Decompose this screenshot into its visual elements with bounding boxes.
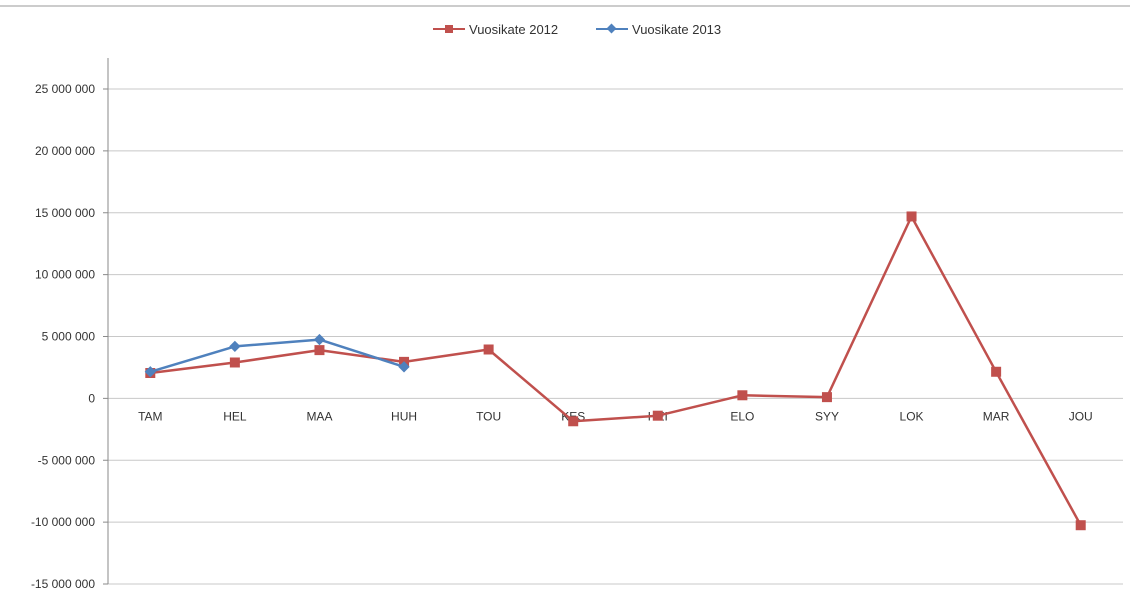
legend-item-2013: Vuosikate 2013 <box>596 22 721 37</box>
legend-marker-2013 <box>606 23 617 34</box>
x-tick-label: HEL <box>223 409 247 423</box>
data-point-2013 <box>398 361 410 373</box>
y-tick-label: 0 <box>88 391 95 405</box>
series-line-2012 <box>150 215 1082 526</box>
gridlines <box>103 88 1123 585</box>
y-tick-label: 5 000 000 <box>42 330 96 344</box>
x-tick-label: ELO <box>730 409 754 423</box>
x-tick-label: LOK <box>900 409 924 423</box>
x-tick-label: TOU <box>476 409 501 423</box>
series-layer <box>144 211 1086 531</box>
data-point-2012 <box>314 345 325 356</box>
y-axis-ticks: 25 000 000 20 000 000 15 000 000 10 000 000… <box>31 82 95 591</box>
y-tick-label: 20 000 000 <box>35 144 95 158</box>
data-point-2012 <box>821 392 832 403</box>
data-point-2012 <box>906 211 917 222</box>
data-point-2012 <box>1075 520 1086 531</box>
data-point-2012 <box>229 357 240 368</box>
x-tick-label: JOU <box>1069 409 1093 423</box>
data-point-2012 <box>652 410 663 421</box>
x-tick-label: MAR <box>983 409 1010 423</box>
y-tick-label: 25 000 000 <box>35 82 95 96</box>
legend-label-2013: Vuosikate 2013 <box>632 22 721 37</box>
x-tick-label: MAA <box>306 409 332 423</box>
legend-label-2012: Vuosikate 2012 <box>469 22 558 37</box>
data-point-2013 <box>313 333 326 346</box>
data-point-2012 <box>991 366 1002 377</box>
data-point-2013 <box>144 366 156 378</box>
legend-item-2012: Vuosikate 2012 <box>433 22 558 37</box>
data-point-2012 <box>568 416 579 427</box>
x-axis-ticks: TAMHELMAAHUHTOUKESHEIELOSYYLOKMARJOU <box>138 409 1093 423</box>
data-point-2013 <box>229 340 241 353</box>
y-tick-label: 10 000 000 <box>35 268 95 282</box>
legend: Vuosikate 2012 Vuosikate 2013 <box>433 22 721 37</box>
x-tick-label: HUH <box>391 409 417 423</box>
series-line-2013 <box>149 338 405 373</box>
y-tick-label: -10 000 000 <box>31 515 95 529</box>
y-tick-label: -15 000 000 <box>31 577 95 591</box>
legend-marker-2012 <box>445 25 453 33</box>
data-point-2012 <box>737 390 748 401</box>
x-tick-label: TAM <box>138 409 162 423</box>
data-point-2012 <box>483 344 494 355</box>
x-tick-label: SYY <box>815 409 839 423</box>
y-tick-label: 15 000 000 <box>35 206 95 220</box>
y-tick-label: -5 000 000 <box>38 453 96 467</box>
